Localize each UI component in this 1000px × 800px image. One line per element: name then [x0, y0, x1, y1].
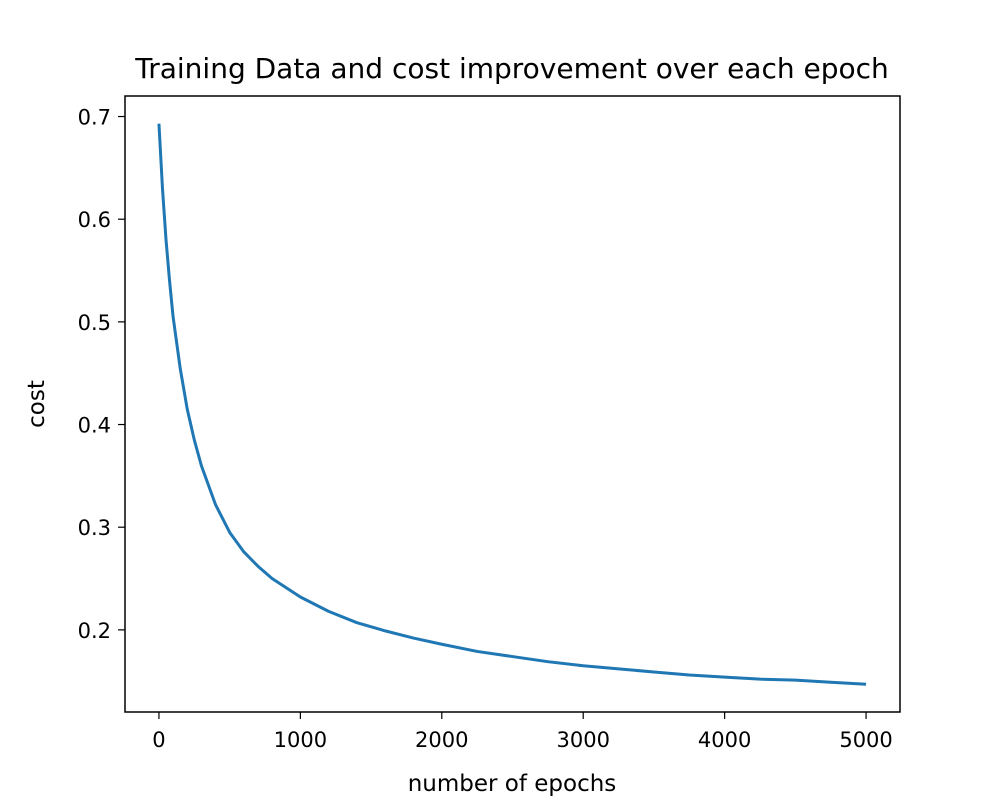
x-axis-label: number of epochs — [408, 771, 617, 797]
y-tick-label: 0.7 — [78, 106, 111, 130]
y-tick-label: 0.6 — [78, 208, 111, 232]
x-tick-label: 4000 — [698, 728, 751, 752]
y-tick-label: 0.3 — [78, 516, 111, 540]
plot-area — [157, 123, 867, 686]
chart-title: Training Data and cost improvement over … — [134, 52, 889, 85]
x-tick-label: 5000 — [839, 728, 892, 752]
axes-frame — [124, 95, 901, 713]
x-axis: 0 1000 2000 3000 4000 5000 — [152, 712, 893, 752]
y-tick-label: 0.5 — [78, 311, 111, 335]
y-tick-label: 0.4 — [78, 414, 111, 438]
x-tick-label: 1000 — [274, 728, 327, 752]
y-tick-label: 0.2 — [78, 619, 111, 643]
y-axis-label: cost — [24, 380, 50, 428]
cost-series-line — [157, 123, 867, 686]
x-tick-label: 2000 — [415, 728, 468, 752]
x-tick-label: 3000 — [556, 728, 609, 752]
y-axis: 0.2 0.3 0.4 0.5 0.6 0.7 — [78, 106, 125, 643]
x-tick-label: 0 — [152, 728, 165, 752]
